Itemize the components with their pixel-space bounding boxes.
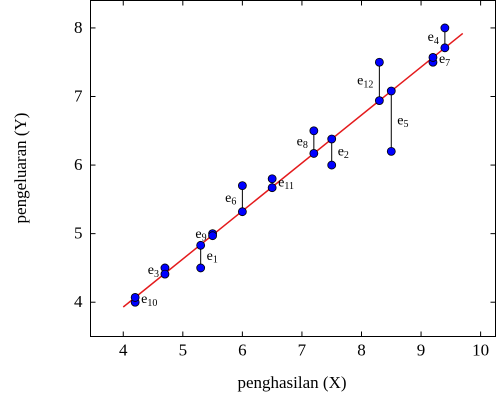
y-tick-label: 6 [74, 155, 83, 174]
observed-point [267, 174, 277, 184]
fitted-point [428, 53, 438, 62]
x-tick-label: 8 [357, 340, 366, 359]
observed-point [237, 181, 247, 191]
x-tick-label: 10 [472, 340, 489, 359]
residual-label: e9 [195, 227, 206, 244]
fitted-point [237, 207, 247, 217]
residual-label: e7 [439, 52, 450, 69]
y-tick-label: 7 [74, 86, 83, 105]
observed-point [386, 146, 396, 156]
y-axis-label: pengeluaran (Y) [11, 113, 30, 224]
observed-point [327, 160, 337, 170]
fitted-point [208, 231, 217, 241]
fitted-point [440, 43, 450, 53]
x-tick-label: 4 [119, 340, 128, 359]
regression-line [122, 32, 464, 308]
y-tick-label: 5 [74, 224, 83, 243]
observed-point [374, 57, 384, 67]
fitted-point [374, 96, 384, 106]
fitted-point [160, 269, 170, 279]
x-tick-label: 7 [298, 340, 307, 359]
residual-label: e6 [225, 191, 236, 208]
fitted-point [196, 240, 206, 250]
y-tick-label: 8 [74, 18, 83, 37]
x-axis-label: penghasilan (X) [237, 373, 346, 392]
observed-point [196, 263, 206, 273]
residual-label: e1 [207, 249, 218, 266]
x-tick-label: 6 [238, 340, 247, 359]
fitted-point [130, 293, 140, 302]
residual-label: e8 [297, 134, 308, 151]
observed-point [309, 126, 319, 136]
fitted-point [309, 149, 319, 158]
residual-label: e5 [397, 113, 408, 130]
y-tick-label: 4 [74, 292, 83, 311]
residual-label: e11 [278, 175, 294, 192]
x-tick-label: 9 [417, 340, 426, 359]
fitted-point [267, 183, 277, 193]
residual-label: e2 [338, 144, 349, 161]
fitted-point [386, 86, 396, 96]
residual-label: e3 [148, 263, 159, 280]
plot-frame [90, 0, 496, 337]
fitted-point [327, 134, 337, 144]
residual-label: e12 [357, 74, 373, 91]
observed-point [440, 23, 450, 33]
residual-label: e10 [141, 292, 157, 309]
residual-label: e4 [428, 30, 439, 47]
x-tick-label: 5 [179, 340, 188, 359]
